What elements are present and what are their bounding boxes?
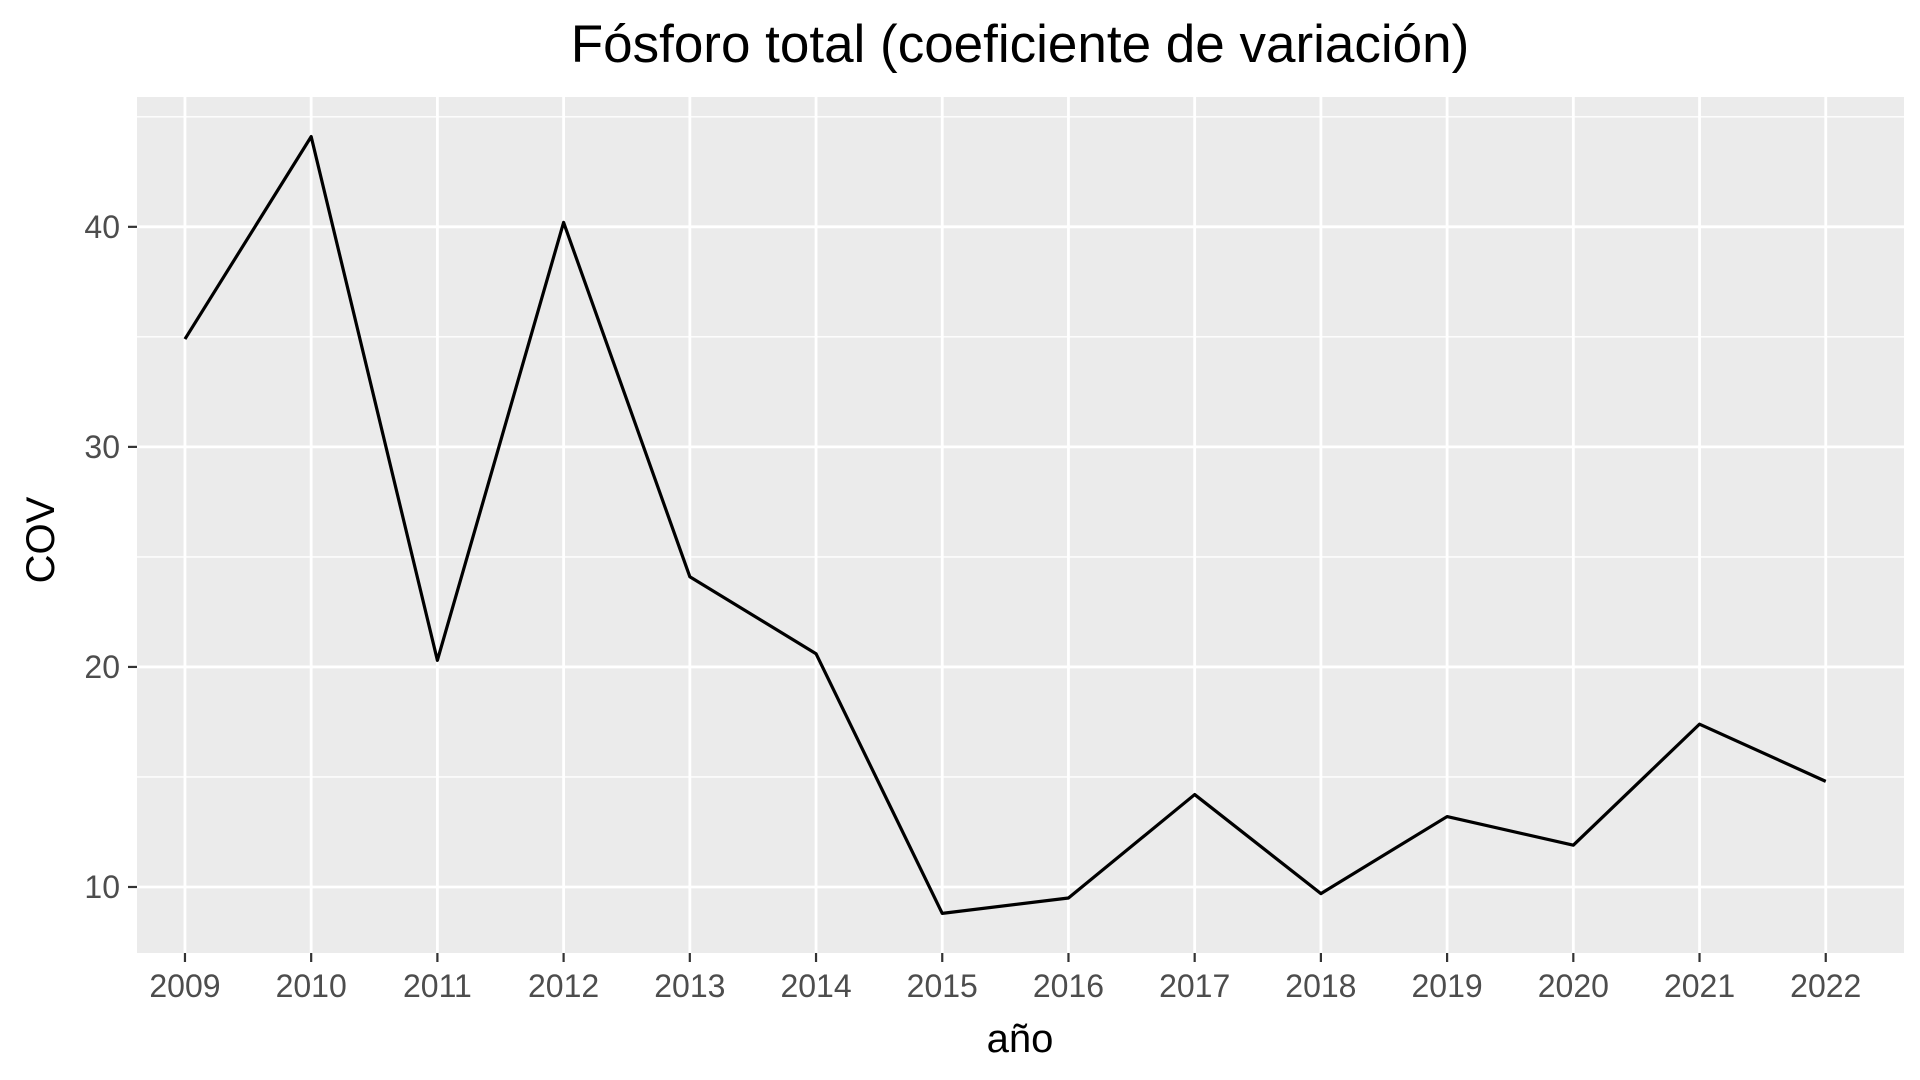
y-axis: 10 20 30 40 (84, 209, 137, 905)
plot-panel (137, 97, 1904, 953)
x-tick-label: 2012 (528, 968, 599, 1004)
x-tick-label: 2021 (1664, 968, 1735, 1004)
x-tick-label: 2011 (403, 968, 472, 1004)
x-tick-label: 2017 (1159, 968, 1230, 1004)
x-tick-label: 2009 (149, 968, 220, 1004)
x-tick-label: 2010 (276, 968, 347, 1004)
series-line-0 (183, 135, 1827, 915)
x-tick-label: 2018 (1285, 968, 1356, 1004)
x-axis-title: año (987, 1017, 1054, 1061)
x-tick-label: 2022 (1790, 968, 1861, 1004)
major-gridlines (137, 97, 1904, 953)
y-tick-label: 40 (84, 209, 120, 245)
series-layer (183, 135, 1827, 915)
x-tick-label: 2013 (654, 968, 725, 1004)
x-axis: 2009 2010 2011 2012 2013 2014 2015 2016 2017 2018… (149, 953, 1861, 1004)
x-tick-label: 2014 (780, 968, 851, 1004)
minor-gridlines (137, 116, 1904, 778)
x-tick-label: 2015 (907, 968, 978, 1004)
chart-title: Fósforo total (coeficiente de variación) (571, 15, 1470, 74)
x-tick-label: 2019 (1412, 968, 1483, 1004)
y-tick-label: 10 (84, 869, 120, 905)
y-axis-title: COV (19, 496, 63, 583)
x-tick-label: 2016 (1033, 968, 1104, 1004)
y-tick-label: 20 (84, 649, 120, 685)
y-tick-label: 30 (84, 429, 120, 465)
x-tick-label: 2020 (1538, 968, 1609, 1004)
